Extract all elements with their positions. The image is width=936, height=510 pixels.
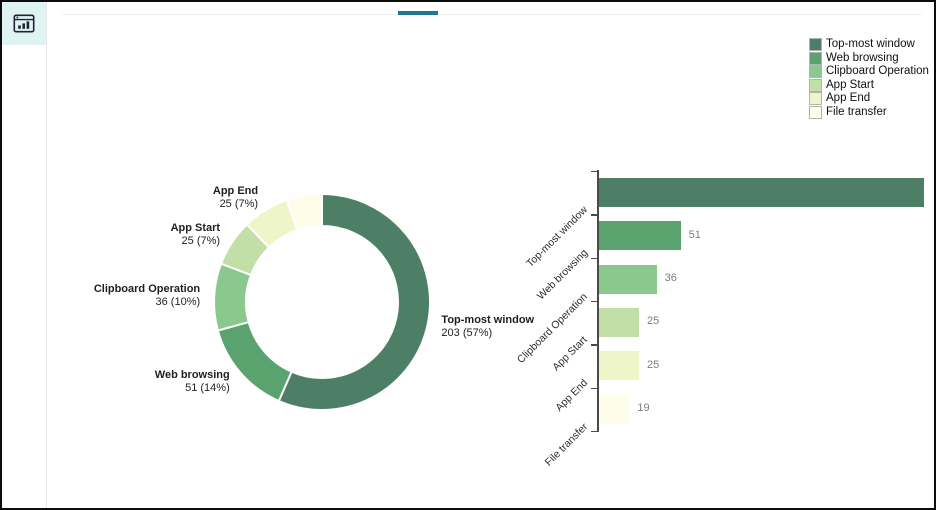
bar-clipboard-operation[interactable]: [599, 264, 657, 294]
legend-item-app-start[interactable]: App Start: [809, 78, 929, 93]
donut-segment-top-most-window[interactable]: [277, 192, 432, 411]
donut-label-app-start: App Start 25 (7%): [20, 221, 221, 248]
donut-label-value: 203 (57%): [441, 326, 493, 339]
legend-label: App End: [826, 92, 871, 105]
axis-tick: [591, 387, 597, 389]
bar-value-label: 19: [637, 402, 650, 415]
legend-swatch: [809, 78, 822, 92]
y-axis-line: [597, 170, 599, 432]
legend-label: Top-most window: [826, 38, 915, 51]
legend-label: File transfer: [826, 105, 887, 118]
donut-label-top-most-window: Top-most window 203 (57%): [441, 314, 534, 340]
bar-file-transfer[interactable]: [599, 394, 630, 424]
bar-app-end[interactable]: [599, 351, 640, 381]
legend-swatch: [809, 51, 822, 65]
legend-swatch: [809, 105, 822, 119]
bar-app-start[interactable]: [599, 307, 640, 337]
bar-value-label: 36: [664, 272, 677, 285]
legend-swatch: [809, 65, 822, 79]
bar-category-label-app-end: App End: [552, 377, 590, 415]
axis-tick: [591, 344, 597, 346]
bar-value-label: 51: [688, 228, 701, 241]
bar-category-label-app-start: App Start: [550, 333, 590, 374]
donut-label-value: 51 (14%): [185, 381, 230, 394]
axis-tick: [591, 300, 597, 303]
axis-tick: [591, 430, 597, 433]
donut-label-name: Web browsing: [154, 368, 230, 381]
donut-label-name: Top-most window: [441, 313, 535, 326]
legend-item-app-end[interactable]: App End: [809, 92, 929, 106]
donut-label-value: 25 (7%): [181, 234, 221, 247]
donut-label-web-browsing: Web browsing 51 (14%): [30, 369, 230, 395]
active-tab-indicator[interactable]: [398, 11, 438, 15]
donut-chart: [213, 192, 432, 411]
sidebar-item-charts[interactable]: [2, 2, 46, 45]
sidebar: [2, 2, 47, 508]
bar-value-label: 25: [647, 358, 660, 371]
axis-tick: [591, 257, 597, 259]
donut-segment-file-transfer[interactable]: [285, 192, 323, 232]
donut-label-name: App Start: [170, 221, 221, 234]
legend-item-clipboard-operation[interactable]: Clipboard Operation: [809, 65, 929, 79]
donut-label-clipboard-operation: Clipboard Operation 36 (10%): [2, 283, 201, 309]
donut-label-value: 36 (10%): [155, 296, 201, 309]
donut-label-app-end: App End 25 (7%): [58, 185, 258, 211]
tab-bar-divider: [62, 14, 922, 15]
legend-label: App Start: [826, 78, 874, 91]
legend-swatch: [809, 38, 822, 52]
bar-category-label-file-transfer: File transfer: [542, 420, 590, 469]
legend-swatch: [809, 92, 822, 106]
axis-tick: [591, 171, 597, 173]
bar-top-most-window[interactable]: [599, 178, 924, 207]
donut-label-value: 25 (7%): [219, 198, 259, 211]
axis-tick: [591, 214, 597, 216]
legend-item-web-browsing[interactable]: Web browsing: [809, 51, 929, 66]
donut-label-name: Clipboard Operation: [93, 283, 201, 296]
donut-label-name: App End: [212, 185, 259, 198]
bar-value-label: 25: [647, 315, 660, 328]
legend-label: Web browsing: [826, 51, 899, 64]
legend-item-file-transfer[interactable]: File transfer: [809, 105, 929, 120]
bar-web-browsing[interactable]: [599, 221, 681, 251]
legend: Top-most window Web browsing Clipboard Ope…: [809, 38, 929, 119]
legend-item-top-most-window[interactable]: Top-most window: [809, 38, 929, 52]
bar-chart-window-icon: [13, 13, 35, 32]
legend-label: Clipboard Operation: [826, 65, 929, 78]
